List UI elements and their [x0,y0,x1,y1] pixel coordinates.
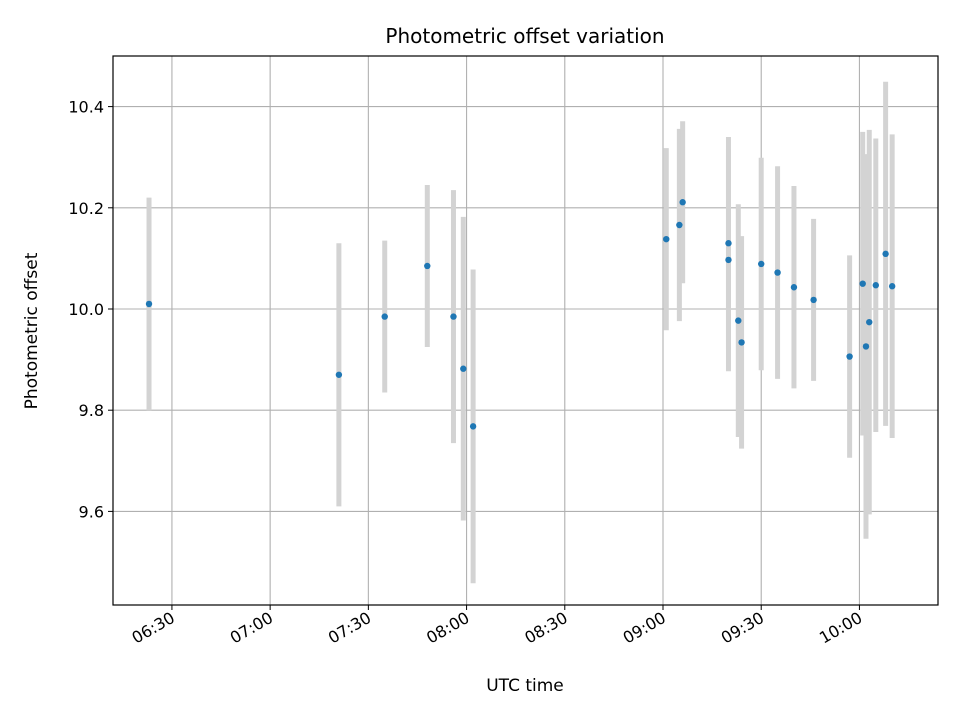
grid [113,56,938,605]
y-tick-label: 10.2 [68,199,104,218]
data-point [335,371,343,378]
data-point [872,282,879,289]
y-tick-label: 10.0 [68,300,104,319]
data-point [846,353,853,360]
data-point [735,317,742,324]
y-tick-label: 9.8 [79,401,104,420]
plot-frame [112,55,939,606]
data-point [738,339,745,346]
data-point [145,300,153,308]
data-point [859,280,866,287]
data-point [774,269,781,276]
chart-title: Photometric offset variation [385,24,664,48]
data-point [679,199,686,206]
data-point [663,235,670,243]
x-axis-label: UTC time [486,676,564,696]
data-point [676,221,683,229]
data-point [888,283,896,290]
data-point [424,262,431,270]
y-tick-label: 9.6 [79,502,104,521]
data-point [758,260,765,268]
data-point [460,365,467,372]
data-point [862,343,870,350]
data-points [145,199,896,430]
data-point [469,423,477,430]
y-axis-ticks: 9.6 9.8 10.0 10.2 10.4 [68,98,113,521]
data-point [381,313,388,320]
data-point [866,318,873,326]
y-axis-label: Photometric offset [22,252,42,409]
data-point [810,296,817,304]
data-point [450,313,457,320]
data-point [882,250,889,258]
data-point [790,284,798,291]
data-point [725,256,732,264]
data-point [725,240,732,247]
y-tick-label: 10.4 [68,98,104,117]
